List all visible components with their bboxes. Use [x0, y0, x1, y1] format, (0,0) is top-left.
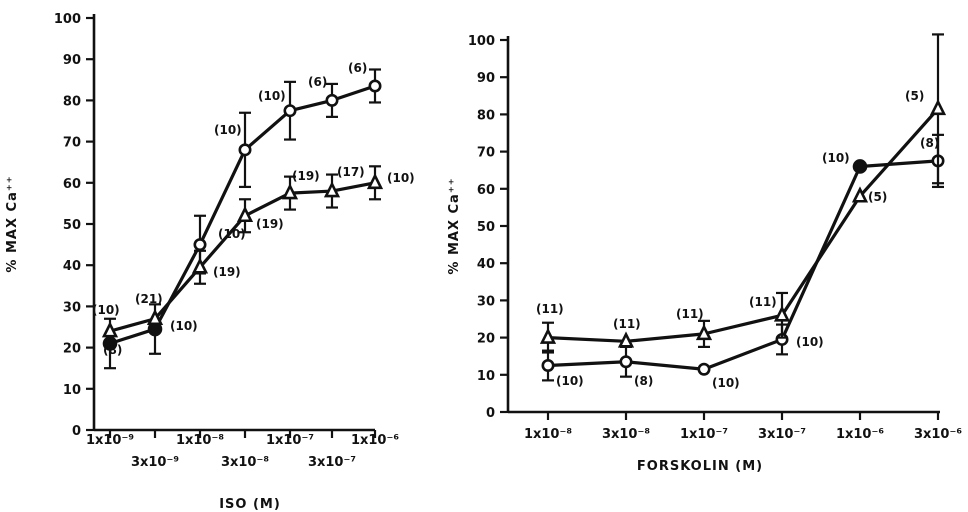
series-triangle: (10) (21) (19) (19) (19) (17) (10)	[92, 165, 415, 338]
data-point	[851, 186, 869, 203]
y-tick-label: 80	[477, 108, 495, 123]
n-label: (19)	[213, 265, 241, 279]
data-point	[101, 321, 119, 338]
y-tick-label: 100	[468, 34, 495, 49]
series-line	[547, 107, 940, 343]
x-tick-label: 1x10⁻⁷	[266, 433, 314, 448]
n-label: (19)	[256, 217, 284, 231]
y-tick-label: 30	[477, 294, 495, 309]
x-tick-label: 1x10⁻⁹	[86, 433, 134, 448]
n-label: (19)	[292, 169, 320, 183]
y-tick-label: 90	[63, 53, 81, 68]
y-tick-label: 10	[63, 383, 81, 398]
y-tick-label: 0	[72, 424, 81, 439]
data-point	[283, 104, 297, 118]
y-tick-label: 30	[63, 300, 81, 315]
y-tick-label: 70	[477, 146, 495, 161]
y-axis-title: % MAX Ca⁺⁺	[447, 177, 462, 274]
y-tick-label: 70	[63, 136, 81, 151]
n-label: (10)	[796, 335, 824, 349]
y-axis-title: % MAX Ca⁺⁺	[5, 175, 20, 272]
n-label: (5)	[905, 89, 924, 103]
y-tick-label: 40	[477, 257, 495, 272]
data-point	[697, 362, 711, 376]
x-tick-label: 3x10⁻⁷	[758, 427, 806, 442]
data-point	[773, 305, 791, 322]
n-label: (8)	[634, 374, 653, 388]
x-tick-label: 1x10⁻⁷	[680, 427, 728, 442]
n-label: (10)	[92, 303, 120, 317]
data-point	[236, 205, 254, 223]
y-tick-label: 90	[477, 71, 495, 86]
x-tick-label: 1x10⁻⁸	[524, 427, 572, 442]
series-line	[547, 159, 939, 371]
y-tick-label: 20	[477, 332, 495, 347]
n-label: (8)	[103, 343, 122, 357]
data-point	[193, 238, 207, 252]
x-tick-label: 3x10⁻⁷	[308, 455, 356, 470]
data-point	[852, 159, 868, 174]
data-point	[191, 257, 209, 274]
y-tick-label: 80	[63, 94, 81, 109]
x-tick-label: 3x10⁻⁹	[131, 455, 179, 470]
x-tick-label: 3x10⁻⁶	[914, 427, 962, 442]
n-label: (11)	[613, 317, 641, 331]
n-label: (10)	[387, 171, 415, 185]
n-label: (17)	[337, 165, 365, 179]
data-point	[539, 327, 557, 344]
data-point	[368, 79, 382, 93]
series-line	[109, 181, 376, 333]
y-tick-label: 60	[63, 177, 81, 192]
n-label: (11)	[676, 307, 704, 321]
x-tick-label: 1x10⁻⁶	[351, 433, 399, 448]
n-label: (6)	[348, 61, 367, 75]
n-label: (21)	[135, 292, 163, 306]
y-tick-label: 50	[63, 218, 81, 233]
data-point	[929, 98, 947, 116]
n-label: (10)	[822, 151, 850, 165]
y-tick-label: 0	[486, 406, 495, 421]
y-tick-label: 10	[477, 369, 495, 384]
n-label: (5)	[868, 190, 887, 204]
n-label: (11)	[536, 302, 564, 316]
data-point	[281, 183, 299, 200]
chart-panel-2: 0 10 20 30 40 50 60 70 80 90 100 1x10⁻⁸ 3x10⁻⁸ 1x10⁻⁷…	[447, 33, 962, 474]
y-tick-label: 100	[54, 12, 81, 27]
n-label: (10)	[170, 319, 198, 333]
n-label: (11)	[749, 295, 777, 309]
x-tick-label: 3x10⁻⁸	[602, 427, 650, 442]
n-label: (10)	[556, 374, 584, 388]
data-point	[238, 143, 252, 157]
x-tick-label: 1x10⁻⁸	[176, 433, 224, 448]
x-axis-title: FORSKOLIN (M)	[637, 459, 763, 474]
data-point	[619, 355, 633, 369]
y-tick-label: 50	[477, 220, 495, 235]
y-tick-label: 60	[477, 183, 495, 198]
chart-panel-1: 0 10 20 30 40 50 60 70 80 90 100 1x10⁻⁹ 3x10⁻⁹ 1x10⁻⁸…	[5, 12, 415, 512]
x-axis-title: ISO (M)	[219, 497, 281, 512]
data-point	[102, 336, 118, 351]
x-tick-label: 3x10⁻⁸	[221, 455, 269, 470]
data-point	[541, 358, 555, 372]
data-point	[146, 308, 164, 326]
data-point	[617, 331, 635, 348]
data-point	[323, 181, 341, 198]
data-point	[695, 323, 713, 341]
n-label: (10)	[712, 376, 740, 390]
n-label: (6)	[308, 75, 327, 89]
series-circle: (10) (8) (10) (10) (10) (8)	[541, 133, 945, 390]
data-point	[366, 172, 384, 190]
data-point	[325, 93, 339, 107]
y-tick-label: 20	[63, 342, 81, 357]
series-triangle: (11) (11) (11) (11) (5) (5)	[536, 33, 947, 354]
n-label: (10)	[258, 89, 286, 103]
x-tick-label: 1x10⁻⁶	[836, 427, 884, 442]
n-label: (10)	[214, 123, 242, 137]
n-label: (8)	[920, 136, 939, 150]
y-tick-label: 40	[63, 259, 81, 274]
